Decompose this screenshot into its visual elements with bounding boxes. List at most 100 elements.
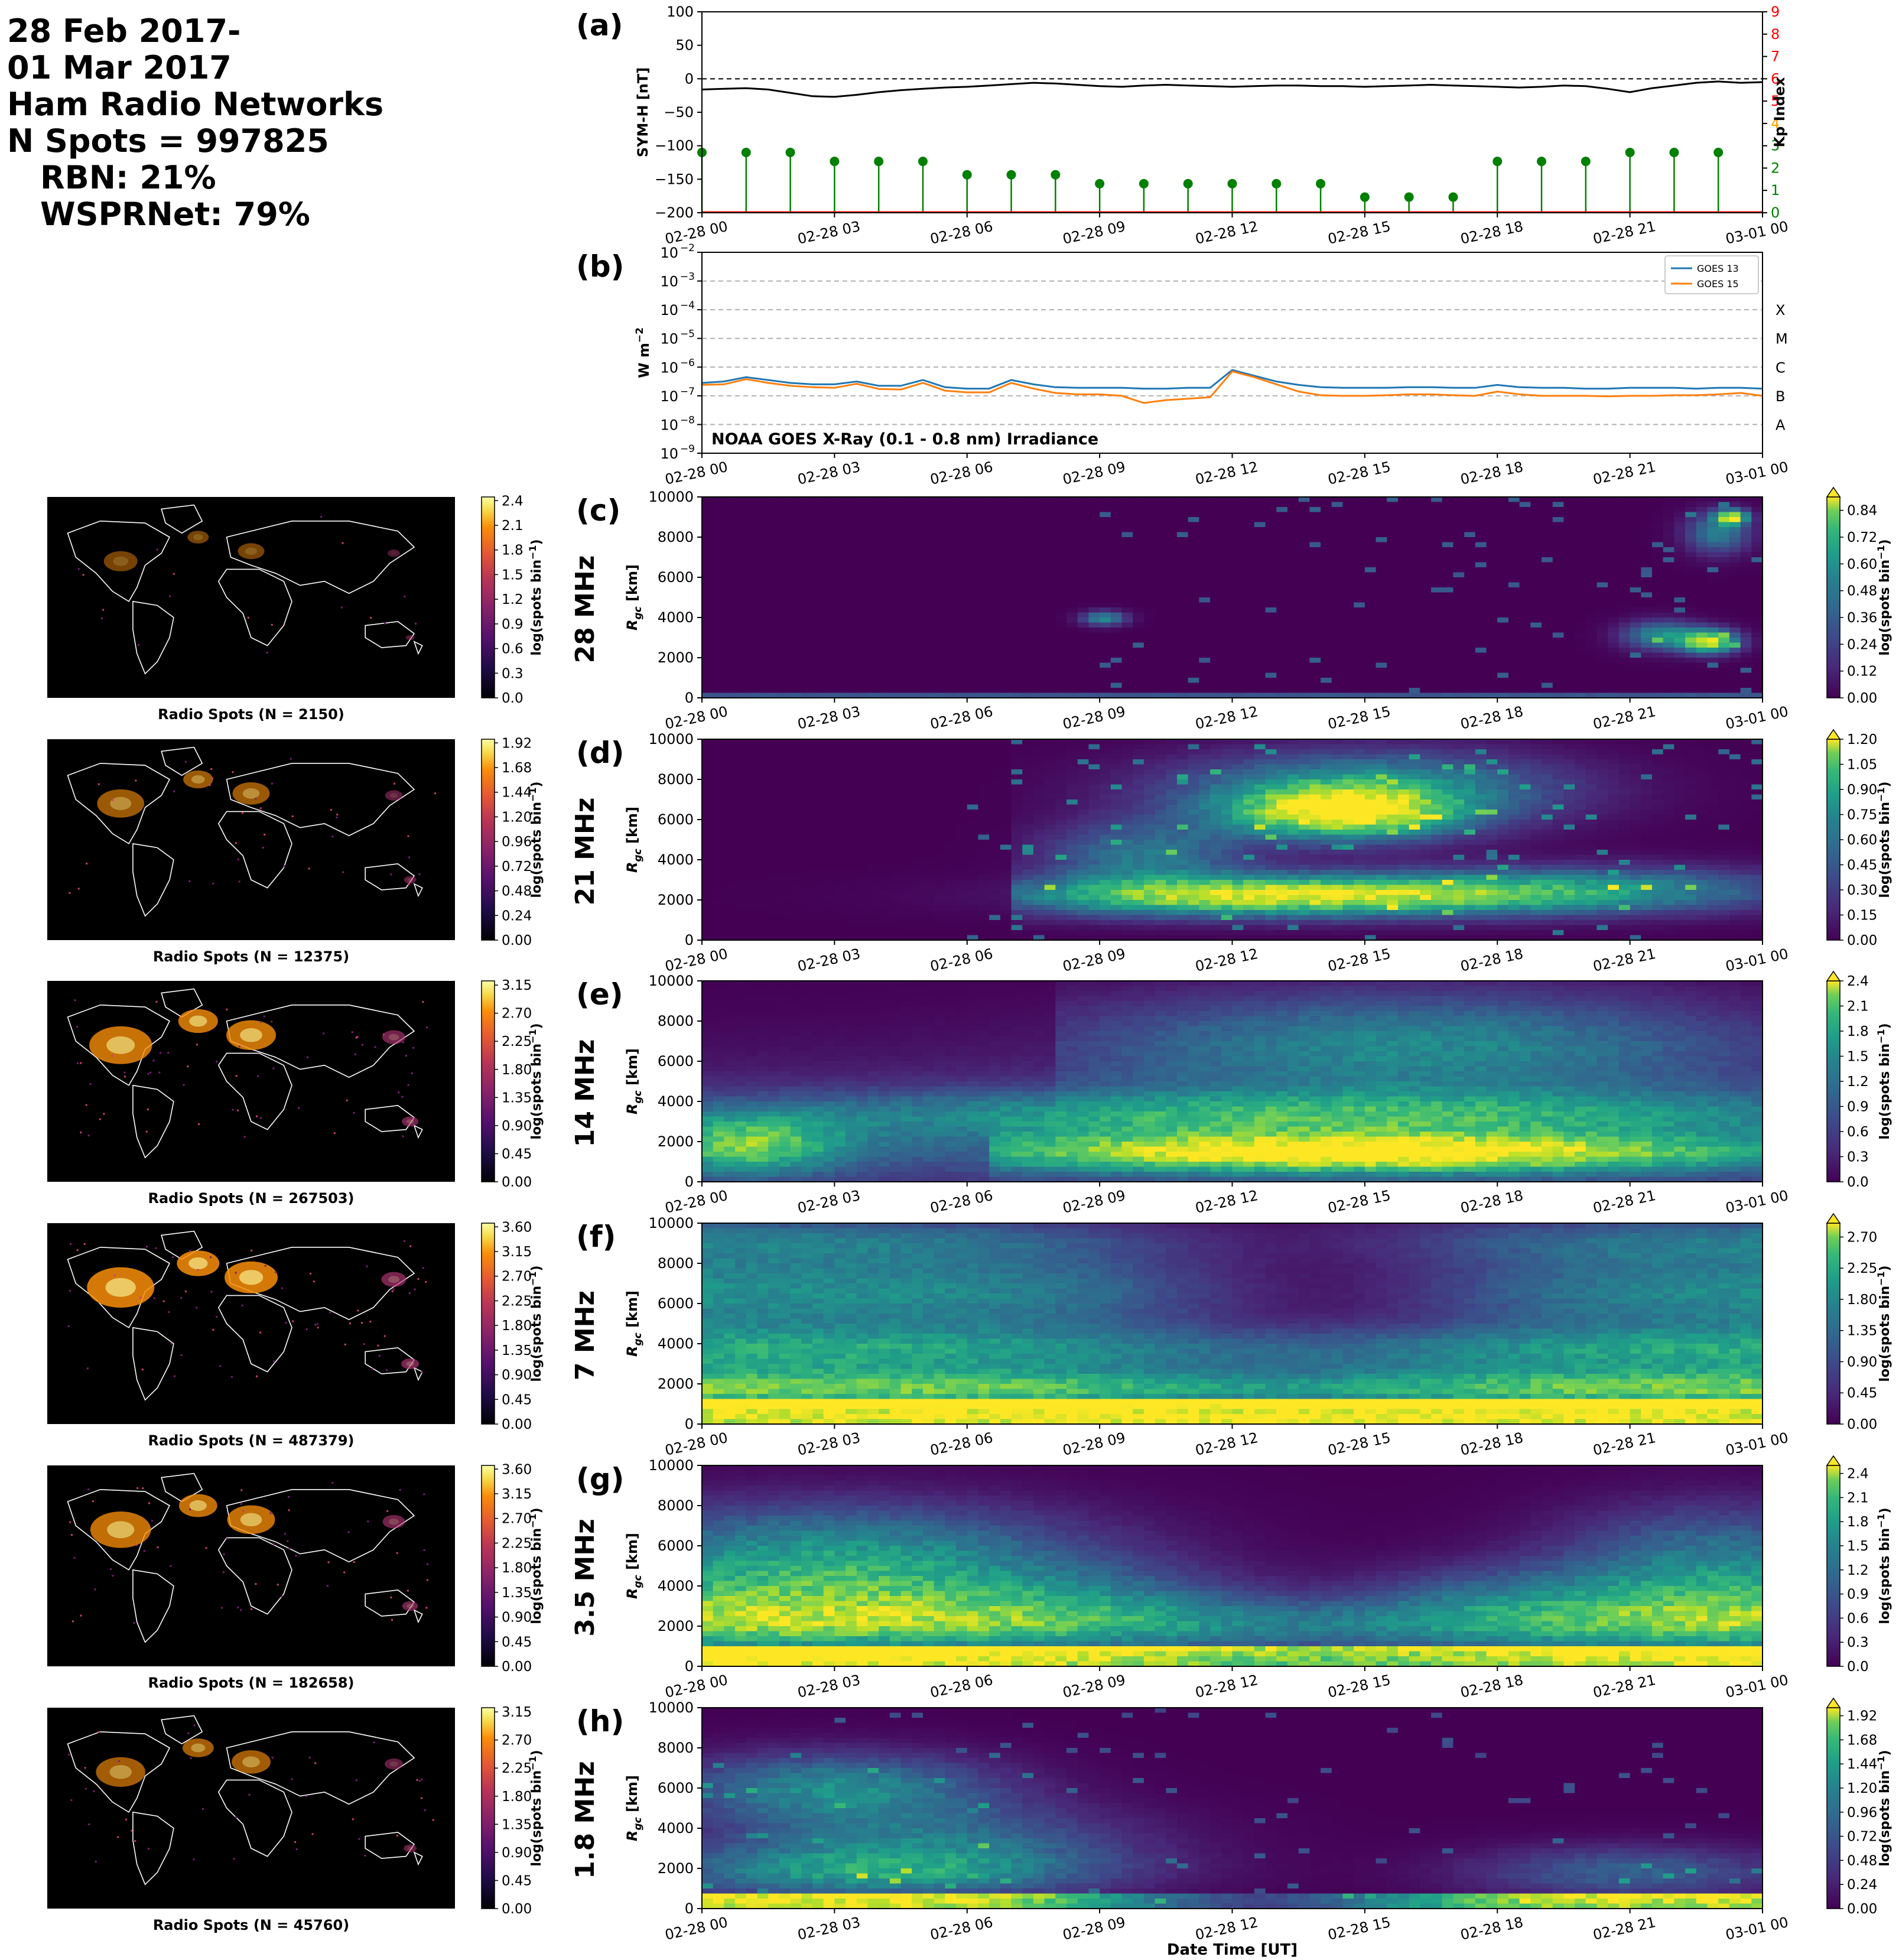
heatmap-cell: [1088, 532, 1100, 538]
heatmap-cell: [1055, 623, 1066, 628]
heatmap-cell: [1741, 512, 1752, 518]
heatmap-cell: [1233, 678, 1244, 683]
heatmap-cell: [1387, 547, 1398, 552]
heatmap-cell: [1530, 673, 1542, 678]
heatmap-cell: [867, 522, 879, 528]
heatmap-cell: [1409, 653, 1420, 658]
heatmap-cell: [1387, 617, 1398, 623]
heatmap-cell: [1144, 678, 1155, 683]
heatmap-cell: [1520, 628, 1531, 633]
heatmap-cell: [1387, 512, 1398, 518]
heatmap-cell: [1409, 663, 1420, 668]
heatmap-cell: [1133, 683, 1144, 688]
heatmap-cell: [1299, 563, 1310, 568]
heatmap-cell: [1487, 755, 1498, 760]
heatmap-cell: [779, 607, 791, 613]
heatmap-cell: [1674, 517, 1685, 522]
heatmap-cell: [1729, 567, 1741, 573]
heatmap-cell: [1376, 663, 1387, 668]
heatmap-cell: [867, 573, 879, 578]
heatmap-cell: [989, 522, 1000, 528]
heatmap-cell: [1233, 532, 1244, 538]
heatmap-cell: [1442, 663, 1453, 668]
heatmap-cell: [1066, 552, 1078, 558]
heatmap-cell: [1100, 779, 1111, 785]
heatmap-cell: [1708, 507, 1719, 512]
heatmap-cell: [1066, 502, 1078, 508]
heatmap-cell: [1741, 573, 1752, 578]
heatmap-cell: [945, 563, 956, 568]
heatmap-cell: [1166, 688, 1177, 693]
heatmap-cell: [735, 749, 746, 755]
heatmap-cell: [1342, 587, 1354, 593]
y-tick-label: 10: [660, 359, 678, 376]
heatmap-cell: [779, 547, 791, 552]
heatmap-cell: [867, 688, 879, 693]
heatmap-cell: [867, 638, 879, 643]
heatmap-cell: [1464, 769, 1475, 775]
heatmap-cell: [1332, 607, 1343, 613]
heatmap-cell: [1332, 759, 1343, 765]
heatmap-cell: [1751, 573, 1763, 578]
heatmap-cell: [1254, 755, 1266, 760]
heatmap-cell: [1464, 628, 1475, 633]
heatmap-cell: [1243, 668, 1254, 673]
heatmap-cell: [1497, 583, 1508, 588]
heatmap-cell: [912, 542, 923, 548]
heatmap-cell: [824, 607, 835, 613]
heatmap-cell: [1287, 678, 1299, 683]
heatmap-cell: [779, 623, 791, 628]
heatmap-cell: [1619, 765, 1630, 770]
heatmap-cell: [890, 759, 901, 765]
heatmap-cell: [1464, 603, 1475, 608]
heatmap-cell: [1520, 603, 1531, 608]
heatmap-cell: [1266, 749, 1277, 755]
heatmap-cell: [1530, 739, 1542, 745]
heatmap-cell: [923, 573, 934, 578]
heatmap-cell: [1122, 542, 1133, 548]
heatmap-cell: [890, 573, 901, 578]
heatmap-cell: [1199, 617, 1210, 623]
heatmap-cell: [1012, 517, 1023, 522]
heatmap-cell: [1608, 638, 1619, 643]
heatmap-cell: [1188, 745, 1199, 750]
heatmap-cell: [1100, 638, 1111, 643]
heatmap-cell: [989, 517, 1000, 522]
heatmap-cell: [1663, 683, 1674, 688]
heatmap-cell: [1542, 673, 1553, 678]
heatmap-cell: [890, 557, 901, 563]
heatmap-cell: [812, 522, 824, 528]
heatmap-cell: [934, 552, 945, 558]
heatmap-cell: [1243, 617, 1254, 623]
heatmap-cell: [791, 617, 802, 623]
heatmap-cell: [1718, 502, 1729, 508]
heatmap-cell: [824, 769, 835, 775]
heatmap-cell: [735, 507, 746, 512]
heatmap-cell: [713, 755, 724, 760]
heatmap-cell: [1299, 593, 1310, 598]
heatmap-cell: [824, 759, 835, 765]
heatmap-cell: [1199, 567, 1210, 573]
heatmap-cell: [912, 745, 923, 750]
heatmap-cell: [1420, 567, 1431, 573]
heatmap-cell: [967, 775, 978, 780]
heatmap-cell: [834, 775, 846, 780]
heatmap-cell: [1122, 593, 1133, 598]
heatmap-cell: [1100, 517, 1111, 522]
heatmap-cell: [812, 673, 824, 678]
heatmap-cell: [1022, 617, 1033, 623]
heatmap-cell: [1729, 593, 1741, 598]
heatmap-cell: [1696, 663, 1708, 668]
heatmap-cell: [967, 607, 978, 613]
heatmap-cell: [1586, 557, 1597, 563]
heatmap-cell: [1508, 613, 1520, 618]
heatmap-cell: [1641, 583, 1652, 588]
heatmap-cell: [1266, 745, 1277, 750]
heatmap-cell: [1332, 648, 1343, 653]
heatmap-cell: [757, 673, 768, 678]
heatmap-cell: [1487, 512, 1498, 518]
y-tick-exponent: −9: [680, 443, 695, 455]
heatmap-cell: [1508, 628, 1520, 633]
heatmap-cell: [1630, 537, 1641, 542]
heatmap-cell: [1233, 497, 1244, 502]
